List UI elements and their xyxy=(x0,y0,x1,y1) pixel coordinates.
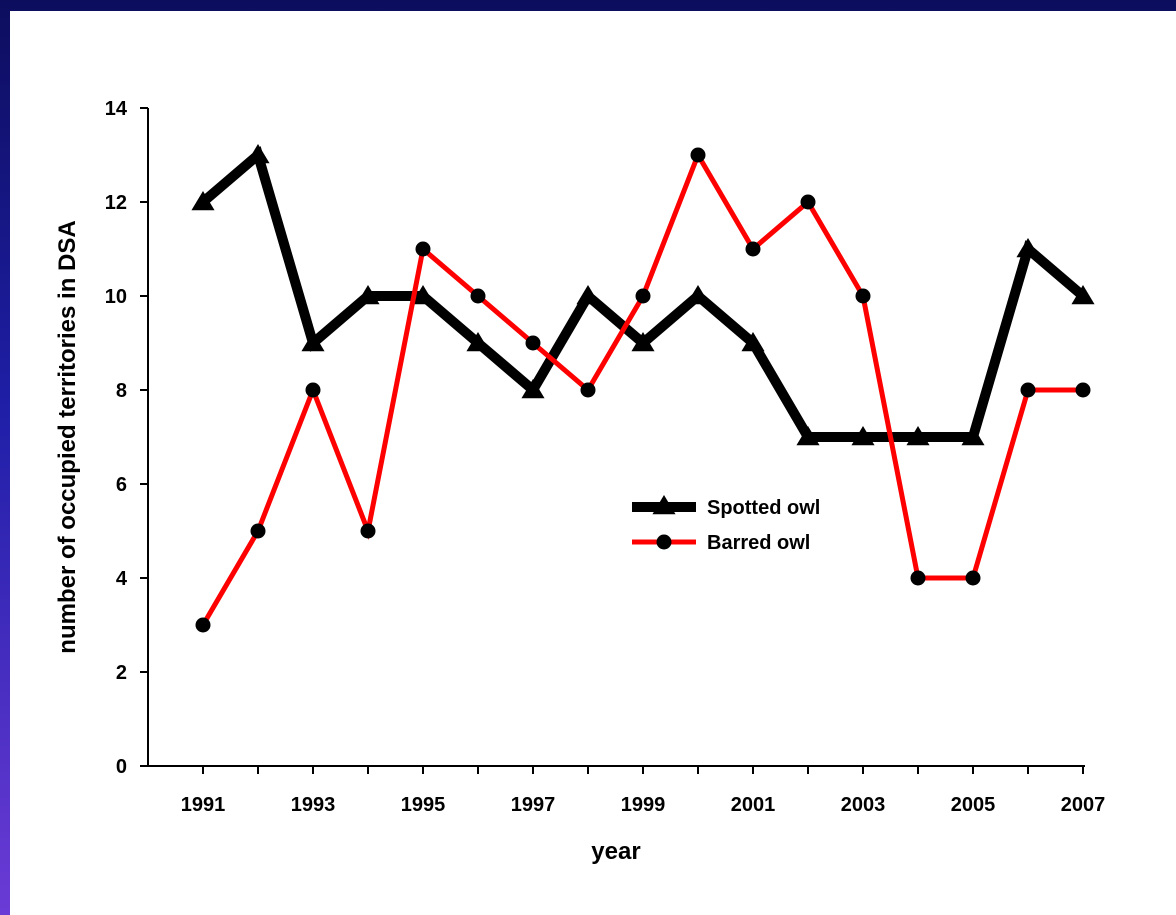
x-axis-title: year xyxy=(591,838,640,865)
legend-marker xyxy=(656,534,672,550)
legend-label: Spotted owl xyxy=(707,497,820,519)
x-tick-label: 2005 xyxy=(951,794,996,816)
data-point xyxy=(1075,382,1091,398)
x-tick-label: 2007 xyxy=(1061,794,1106,816)
data-point xyxy=(305,382,321,398)
data-point xyxy=(1071,285,1095,305)
data-point xyxy=(521,379,545,399)
line-chart: 0 2 4 6 8 10 12 14 1991 1993 1995 1997 1999 2001 2003… xyxy=(54,98,1106,865)
data-point xyxy=(356,285,380,305)
data-point xyxy=(360,523,376,539)
y-tick-label: 2 xyxy=(116,662,127,684)
y-tick-label: 0 xyxy=(116,756,127,778)
data-point xyxy=(470,288,486,304)
legend-item: Spotted owl xyxy=(632,495,820,519)
x-tick-label: 1993 xyxy=(291,794,336,816)
series-layer xyxy=(191,144,1095,633)
series-spotted-owl xyxy=(191,144,1095,446)
y-ticks: 0 2 4 6 8 10 12 14 xyxy=(105,98,148,778)
data-point xyxy=(796,426,820,446)
y-tick-label: 12 xyxy=(105,192,127,214)
legend-label: Barred owl xyxy=(707,532,810,554)
data-point xyxy=(246,144,270,164)
x-tick-label: 1995 xyxy=(401,794,446,816)
x-ticks: 1991 1993 1995 1997 1999 2001 2003 2005 2007 xyxy=(181,766,1106,816)
data-point xyxy=(415,241,431,257)
data-point xyxy=(961,426,985,446)
data-point xyxy=(631,332,655,352)
y-tick-label: 14 xyxy=(105,98,128,120)
data-point xyxy=(690,147,706,163)
data-point xyxy=(525,335,541,351)
data-point xyxy=(965,570,981,586)
y-tick-label: 10 xyxy=(105,286,127,308)
data-point xyxy=(195,617,211,633)
data-point xyxy=(635,288,651,304)
data-point xyxy=(191,191,215,211)
legend-item: Barred owl xyxy=(632,532,810,554)
series-barred-owl xyxy=(195,147,1091,633)
x-tick-label: 2001 xyxy=(731,794,776,816)
legend-marker xyxy=(652,495,676,515)
data-point xyxy=(1020,382,1036,398)
y-tick-label: 6 xyxy=(116,474,127,496)
data-point xyxy=(580,382,596,398)
series-line xyxy=(200,149,1083,627)
legend: Spotted owl Barred owl xyxy=(632,495,820,554)
data-point xyxy=(745,241,761,257)
data-point xyxy=(800,194,816,210)
data-point xyxy=(250,523,266,539)
data-point xyxy=(301,332,325,352)
axes xyxy=(147,108,1085,767)
x-tick-label: 1999 xyxy=(621,794,666,816)
x-tick-label: 2003 xyxy=(841,794,886,816)
x-tick-label: 1997 xyxy=(511,794,556,816)
data-point xyxy=(906,426,930,446)
data-point xyxy=(910,570,926,586)
data-point xyxy=(1016,238,1040,258)
data-point xyxy=(855,288,871,304)
data-point xyxy=(686,285,710,305)
y-tick-label: 8 xyxy=(116,380,127,402)
data-point xyxy=(576,285,600,305)
data-point xyxy=(851,426,875,446)
data-point xyxy=(466,332,490,352)
x-tick-label: 1991 xyxy=(181,794,226,816)
y-tick-label: 4 xyxy=(116,568,128,590)
data-point xyxy=(411,285,435,305)
data-point xyxy=(741,332,765,352)
slide-panel: 0 2 4 6 8 10 12 14 1991 1993 1995 1997 1999 2001 2003… xyxy=(10,11,1176,915)
y-axis-title: number of occupied territories in DSA xyxy=(54,220,81,653)
